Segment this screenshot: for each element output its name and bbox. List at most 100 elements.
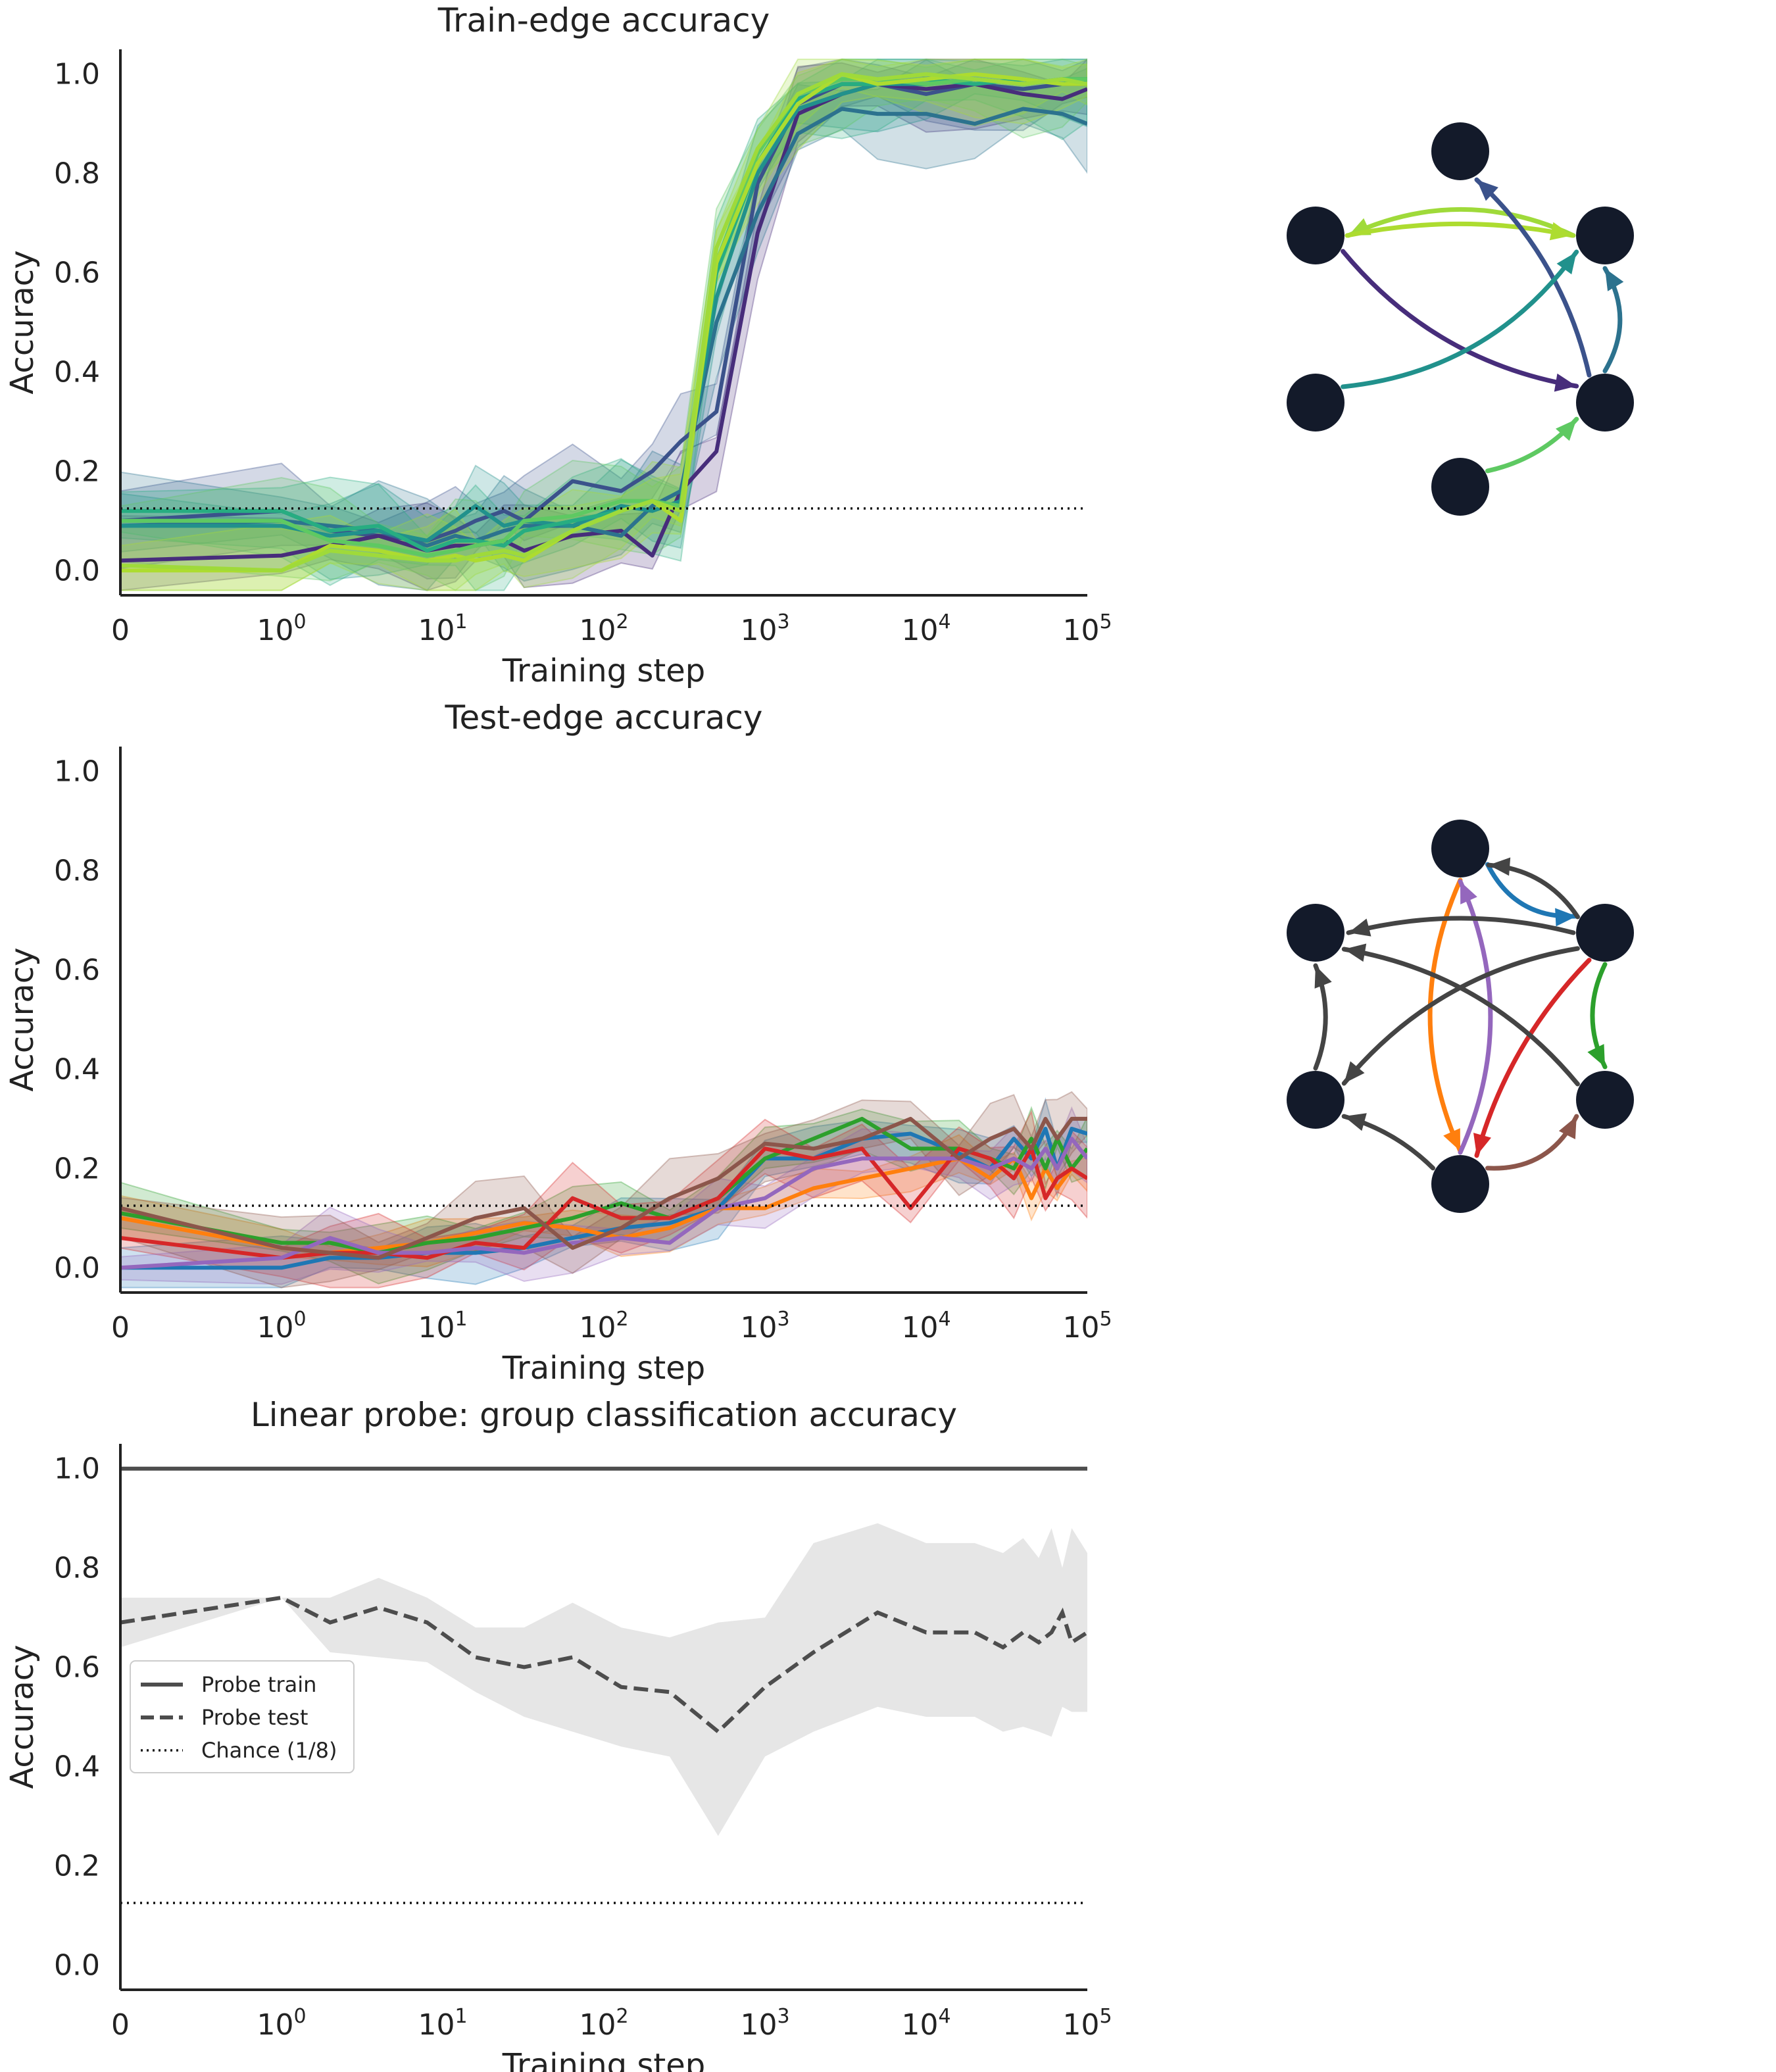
x-tick-label: 104 xyxy=(901,2005,950,2042)
graph-edge xyxy=(1341,946,1580,1086)
graph-node xyxy=(1431,1155,1489,1213)
graph-arrowhead xyxy=(1605,268,1624,291)
x-tick-label: 104 xyxy=(901,610,950,647)
x-tick-label: 0 xyxy=(111,1311,130,1344)
y-tick-label: 0.0 xyxy=(54,1251,100,1285)
y-axis-label: Accuracy xyxy=(4,947,41,1091)
x-tick-label: 100 xyxy=(257,1308,306,1344)
x-tick-label: 103 xyxy=(740,1308,789,1344)
graph-edge xyxy=(1474,958,1592,1158)
y-tick-label: 0.4 xyxy=(54,355,100,389)
y-tick-label: 0.0 xyxy=(54,554,100,587)
graph-node xyxy=(1576,207,1634,264)
x-tick-label: 101 xyxy=(418,2005,467,2042)
x-tick-label: 102 xyxy=(579,610,628,647)
test-edge-graph xyxy=(1287,820,1634,1213)
nodes xyxy=(1287,820,1634,1213)
graph-node xyxy=(1431,458,1489,516)
graph-arrowhead xyxy=(1554,373,1577,392)
y-tick-label: 0.2 xyxy=(54,1849,100,1883)
graph-node xyxy=(1287,374,1344,432)
series-line xyxy=(120,72,1087,573)
graph-arrowhead xyxy=(1473,1133,1491,1156)
graph-arrowhead xyxy=(1460,881,1477,904)
graph-node xyxy=(1287,904,1344,962)
graph-edge xyxy=(1346,916,1576,935)
legend-label-chance: Chance (1/8) xyxy=(201,1738,337,1763)
series-line xyxy=(120,82,1087,563)
y-tick-label: 1.0 xyxy=(54,58,100,91)
graph-arrowhead xyxy=(1314,966,1332,989)
y-tick-label: 0.8 xyxy=(54,157,100,191)
y-tick-label: 1.0 xyxy=(54,755,100,789)
graph-arrowhead xyxy=(1558,1116,1577,1139)
probe-test-band xyxy=(120,1523,1087,1837)
graph-arrowhead xyxy=(1344,1061,1365,1083)
x-tick-label: 100 xyxy=(257,610,306,647)
graph-edge xyxy=(1485,862,1579,919)
x-tick-label: 105 xyxy=(1062,2005,1112,2042)
x-tick-label: 0 xyxy=(111,614,130,647)
nodes xyxy=(1287,122,1634,516)
x-tick-label: 101 xyxy=(418,610,467,647)
graph-node xyxy=(1287,207,1344,264)
test-edge-accuracy-panel: Test-edge accuracy 0.0 0.2 0.4 0.6 0.8 1.0 0 1… xyxy=(4,699,1112,1387)
graph-node xyxy=(1431,122,1489,180)
x-tick-label: 100 xyxy=(257,2005,306,2042)
y-tick-label: 0.6 xyxy=(54,1651,100,1685)
graph-edge xyxy=(1341,249,1579,389)
chart-title: Test-edge accuracy xyxy=(445,699,763,737)
graph-arrowhead xyxy=(1344,943,1367,962)
edges xyxy=(1341,177,1624,474)
graph-edge xyxy=(1458,879,1493,1155)
graph-node xyxy=(1431,820,1489,877)
train-edge-accuracy-panel: Train-edge accuracy 0.0 0.2 0.4 0.6 0.8 1.0 0… xyxy=(4,1,1112,689)
linear-probe-panel: Linear probe: group classification accur… xyxy=(4,1396,1112,2072)
graph-arrowhead xyxy=(1344,1113,1367,1131)
x-tick-label: 105 xyxy=(1062,610,1112,647)
legend-label-probe-train: Probe train xyxy=(201,1672,316,1697)
graph-edge xyxy=(1344,221,1575,238)
x-tick-label: 0 xyxy=(111,2008,130,2042)
x-tick-label: 101 xyxy=(418,1308,467,1344)
legend-label-probe-test: Probe test xyxy=(201,1705,308,1730)
y-tick-label: 0.0 xyxy=(54,1948,100,1982)
graph-node xyxy=(1576,1071,1634,1129)
x-axis-label: Training step xyxy=(502,653,705,689)
series-band xyxy=(120,59,1087,591)
edges xyxy=(1313,857,1608,1171)
y-tick-label: 0.8 xyxy=(54,854,100,888)
x-tick-label: 103 xyxy=(740,2005,789,2042)
y-tick-label: 0.8 xyxy=(54,1552,100,1585)
chart-title: Train-edge accuracy xyxy=(437,1,770,39)
x-tick-label: 102 xyxy=(579,2005,628,2042)
y-axis-label: Accuracy xyxy=(4,1644,41,1788)
graph-arrowhead xyxy=(1443,1128,1460,1151)
x-axis-label: Training step xyxy=(502,1350,705,1387)
series-band xyxy=(120,59,1087,591)
x-tick-label: 102 xyxy=(579,1308,628,1344)
graph-arrowhead xyxy=(1556,252,1577,275)
x-tick-label: 103 xyxy=(740,610,789,647)
graph-arrowhead xyxy=(1555,908,1577,927)
y-tick-label: 0.4 xyxy=(54,1750,100,1783)
series-line xyxy=(120,1116,1087,1260)
graph-arrowhead xyxy=(1587,1044,1605,1067)
legend-box xyxy=(130,1660,355,1773)
graph-edge xyxy=(1341,947,1580,1087)
graph-edge xyxy=(1346,207,1576,238)
graph-edge xyxy=(1474,177,1592,378)
graph-arrowhead xyxy=(1489,857,1511,876)
probe-test-line xyxy=(120,1595,1087,1735)
graph-node xyxy=(1576,904,1634,962)
y-tick-label: 0.2 xyxy=(54,1152,100,1185)
graph-node xyxy=(1287,1071,1344,1129)
x-tick-label: 104 xyxy=(901,1308,950,1344)
series-band xyxy=(120,59,1087,591)
y-tick-label: 0.2 xyxy=(54,455,100,488)
chart-title: Linear probe: group classification accur… xyxy=(251,1396,957,1434)
x-tick-label: 105 xyxy=(1062,1308,1112,1344)
graph-arrowhead xyxy=(1556,419,1577,441)
